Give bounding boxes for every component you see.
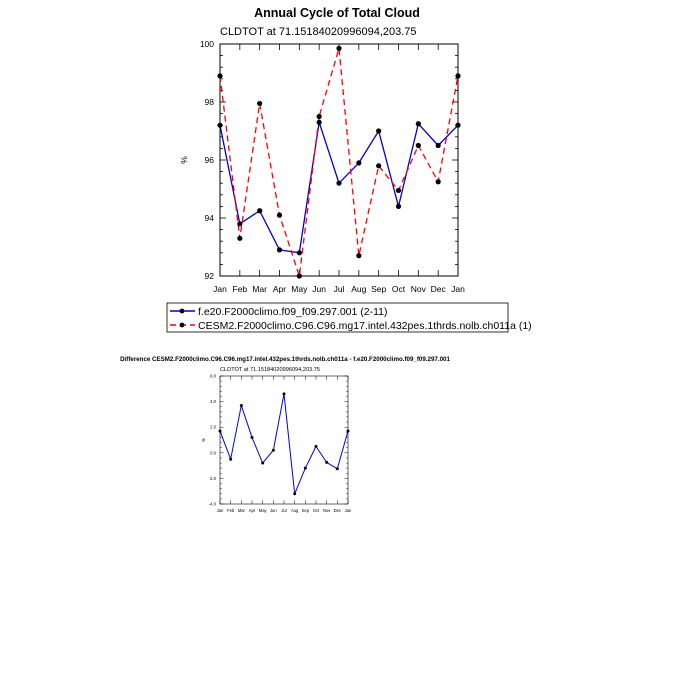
chart-1: Annual Cycle of Total Cloud CLDTOT at 71.…	[166, 6, 532, 333]
x-tick-label: Feb	[233, 284, 248, 294]
series-2-point	[237, 235, 243, 241]
series-2-point	[356, 253, 362, 259]
x-tick-label: Dec	[334, 508, 341, 513]
legend-box	[166, 302, 509, 333]
legend-marker-1	[179, 308, 185, 314]
series-2-point	[376, 163, 382, 169]
y-tick-label: 0.0	[210, 450, 216, 455]
y-tick-label: 96	[205, 155, 215, 165]
series-1-point	[250, 435, 254, 439]
chart-title: Difference CESM2.F2000climo.C96.C96.mg17…	[120, 356, 450, 363]
series-2-point	[316, 113, 322, 120]
x-tick-label: Sep	[371, 284, 386, 294]
series-line-1	[219, 393, 349, 495]
series-1-point	[237, 221, 243, 227]
series-1-point	[217, 122, 223, 128]
x-tick-label: Nov	[411, 284, 427, 294]
series-1-point	[257, 208, 263, 214]
x-tick-label: Jan	[217, 508, 224, 513]
x-tick-label: Apr	[249, 508, 256, 513]
y-tick-label: -4.0	[209, 501, 217, 506]
y-tick-label: 98	[205, 97, 215, 107]
x-tick-label: Jan	[345, 508, 352, 513]
y-axis-label: %	[201, 438, 206, 442]
series-1-point	[261, 461, 265, 465]
y-tick-label: 4.0	[210, 399, 216, 404]
x-tick-label: Jan	[451, 284, 465, 294]
plot-frame	[219, 43, 459, 277]
series-1-point	[455, 122, 461, 128]
series-1-point	[356, 160, 362, 166]
series-1-point	[395, 203, 402, 209]
series-1-point	[293, 492, 297, 496]
x-tick-label: Jul	[281, 508, 286, 513]
x-tick-label: Jun	[312, 284, 326, 294]
x-tick-label: Nov	[323, 508, 331, 513]
x-tick-label: Jun	[270, 508, 277, 513]
series-1-point	[296, 250, 302, 256]
series-2-point	[336, 45, 342, 51]
x-tick-label: Apr	[273, 284, 286, 294]
chart-2: Difference CESM2.F2000climo.C96.C96.mg17…	[120, 356, 450, 513]
x-tick-label: Oct	[392, 284, 406, 294]
series-1-point	[239, 403, 243, 407]
y-tick-label: -2.0	[209, 476, 217, 481]
y-tick-label: 6.0	[210, 373, 216, 378]
x-tick-label: Sep	[302, 508, 310, 513]
series-line-2	[219, 47, 459, 277]
series-2-point	[395, 187, 402, 194]
x-tick-label: Jan	[213, 284, 227, 294]
y-axis-label: %	[179, 156, 189, 164]
series-2-point	[455, 73, 461, 79]
series-2-point	[217, 73, 223, 79]
y-tick-label: 100	[200, 39, 214, 49]
series-1-point	[316, 119, 322, 125]
series-2-point	[257, 100, 263, 107]
x-tick-label: Dec	[431, 284, 447, 294]
series-2-point	[435, 179, 441, 185]
series-1-point	[276, 247, 283, 253]
series-1-point	[435, 142, 441, 149]
x-tick-label: Aug	[291, 508, 299, 513]
series-1-point	[346, 429, 350, 433]
x-tick-label: May	[259, 508, 268, 513]
legend-label-2: CESM2.F2000climo.C96.C96.mg17.intel.432p…	[198, 320, 532, 332]
x-tick-label: Feb	[227, 508, 235, 513]
x-tick-label: Oct	[313, 508, 320, 513]
x-tick-label: Mar	[252, 284, 267, 294]
series-1-point	[376, 128, 382, 134]
y-tick-label: 94	[205, 213, 215, 223]
y-tick-label: 2.0	[210, 425, 216, 430]
series-1-point	[303, 466, 307, 470]
series-1-point	[271, 448, 275, 452]
series-2-point	[415, 142, 421, 149]
chart-subtitle: CLDTOT at 71.15184020996094,203.75	[220, 367, 320, 373]
x-tick-label: Aug	[351, 284, 366, 294]
series-1-point	[415, 121, 421, 127]
series-2-point	[296, 273, 302, 279]
legend-marker-2	[179, 322, 185, 328]
series-2-point	[276, 212, 283, 218]
x-tick-label: May	[291, 284, 308, 294]
x-tick-label: Mar	[238, 508, 246, 513]
y-tick-label: 92	[205, 271, 215, 281]
chart-subtitle: CLDTOT at 71.15184020996094,203.75	[220, 26, 417, 38]
series-1-point	[282, 392, 286, 396]
series-1-point	[218, 429, 222, 433]
series-1-point	[336, 180, 342, 186]
series-1-point	[229, 457, 233, 461]
series-1-point	[335, 467, 339, 471]
series-1-point	[325, 460, 329, 464]
series-line-1	[219, 121, 459, 254]
legend-label-1: f.e20.F2000climo.f09_f09.297.001 (2-11)	[198, 306, 388, 318]
chart-title: Annual Cycle of Total Cloud	[254, 6, 420, 20]
x-tick-label: Jul	[334, 284, 345, 294]
series-1-point	[314, 444, 318, 448]
